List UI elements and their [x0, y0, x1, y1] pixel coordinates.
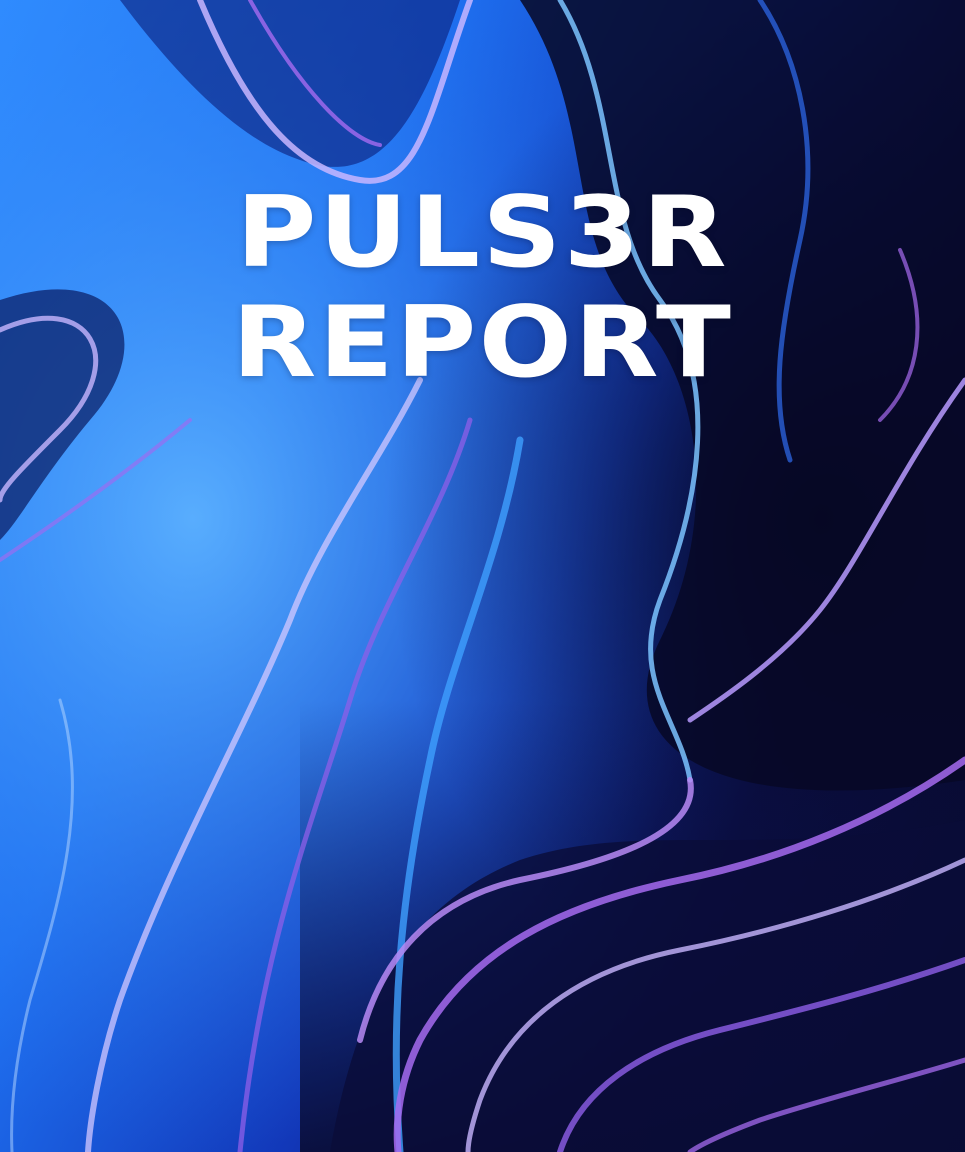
report-title: PULS3R REPORT: [0, 178, 965, 398]
title-line-2: REPORT: [231, 286, 734, 400]
title-line-1: PULS3R: [236, 176, 729, 290]
